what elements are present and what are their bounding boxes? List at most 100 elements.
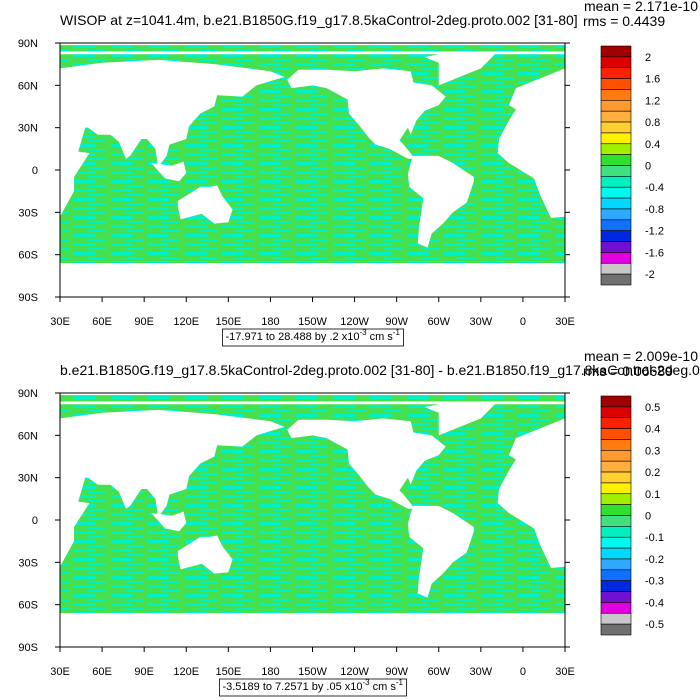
colorbar-swatch [600,176,632,188]
lat-label: 60N [18,430,38,442]
info-text: -3.5189 to 7.2571 by .05 x10-3 cm s-1 [222,678,403,693]
lon-label: 180 [261,666,279,678]
colorbar-swatch [600,482,632,495]
land [407,505,474,598]
colorbar-swatch [600,460,632,473]
land [60,393,565,396]
colorbar-swatch [600,569,632,581]
colorbar-swatch [600,208,632,221]
colorbar-swatch [600,241,632,253]
lon-label: 150W [298,666,327,678]
colorbar-swatch [600,78,632,90]
colorbar-swatch [600,45,632,58]
colorbar-label: 0.1 [645,489,660,501]
colorbar-swatch [600,273,632,286]
land [60,51,565,55]
colorbar-swatch [600,230,632,242]
colorbar-swatch [600,450,632,462]
mean-label: mean = 2.171e-10 [584,0,698,14]
lon-label: 0 [520,666,526,678]
colorbar-swatch [600,428,632,440]
info-unit-exponent: -1 [396,678,404,687]
colorbar-label: -0.8 [645,204,664,216]
colorbar-swatch [600,100,632,112]
colorbar-label: 2 [645,52,651,64]
lon-label: 90W [385,666,408,678]
colorbar-swatch [600,417,632,429]
map [60,393,565,647]
colorbar-swatch [600,623,632,636]
rms-label: rms = 0.4439 [583,13,665,29]
colorbar-label: -0.4 [645,182,664,194]
land [287,68,446,159]
lon-label: 120W [340,666,369,678]
land [424,51,495,86]
colorbar-swatch [600,143,632,155]
info-unit: cm s [373,681,397,693]
land [177,185,233,224]
info-unit: cm s [370,331,394,343]
land [151,161,187,182]
map [60,43,565,297]
lon-label: 30E [50,316,70,328]
lon-label: 120W [340,316,369,328]
lat-label: 30N [18,123,38,135]
colorbar-label: 0.4 [645,139,660,151]
land [287,418,446,509]
colorbar-swatch [600,591,632,603]
colorbar-swatch [600,165,632,177]
land [60,401,565,405]
colorbar-swatch [600,526,632,538]
info-exponent: -3 [359,328,367,337]
lat-label: 90N [18,38,38,50]
colorbar-label: 0.3 [645,445,660,457]
colorbar-label: -0.2 [645,554,664,566]
info-range: -17.971 to 28.488 by .2 x10 [226,331,360,343]
lon-label: 90W [385,316,408,328]
colorbar-label: -1.2 [645,226,664,238]
colorbar-label: -0.4 [645,597,664,609]
mean-label: mean = 2.009e-10 [584,348,698,364]
colorbar-swatch [600,471,632,484]
colorbar-label: 0.2 [645,467,660,479]
colorbar-label: -0.3 [645,576,664,588]
lon-label: 60W [427,316,450,328]
map-panel: WISOP at z=1041.4m, b.e21.B1850G.f19_g17… [18,0,698,347]
land [151,511,187,532]
colorbar-swatch [600,154,632,166]
lon-label: 150E [215,666,241,678]
lat-label: 60N [18,80,38,92]
colorbar-swatch [600,121,632,134]
colorbar-swatch [600,110,632,123]
land [60,59,285,217]
lon-label: 30W [470,666,493,678]
info-box [222,328,404,347]
colorbar-label: 0.8 [645,117,660,129]
colorbar-swatch [600,132,632,145]
colorbar-label: 0.5 [645,402,660,414]
colorbar-label: -0.1 [645,532,664,544]
lat-label: 60S [18,600,38,612]
lat-label: 60S [18,250,38,262]
lat-label: 30S [18,207,38,219]
lon-label: 150W [298,316,327,328]
land [177,535,233,574]
info-box [219,678,407,697]
colorbar-swatch [600,219,632,231]
lat-label: 0 [32,165,38,177]
colorbar-swatch [600,558,632,571]
colorbar-label: -1.6 [645,247,664,259]
info-exponent: -3 [363,678,371,687]
colorbar-swatch [600,406,632,419]
lon-label: 150E [215,316,241,328]
colorbar-label: 1.2 [645,95,660,107]
lon-label: 0 [520,316,526,328]
info-unit-exponent: -1 [393,328,401,337]
lon-label: 180 [261,316,279,328]
lon-label: 90E [134,316,154,328]
land [60,409,285,567]
lon-label: 90E [134,666,154,678]
info-text: -17.971 to 28.488 by .2 x10-3 cm s-1 [226,328,401,343]
lon-label: 30W [470,316,493,328]
colorbar-label: -0.5 [645,619,664,631]
